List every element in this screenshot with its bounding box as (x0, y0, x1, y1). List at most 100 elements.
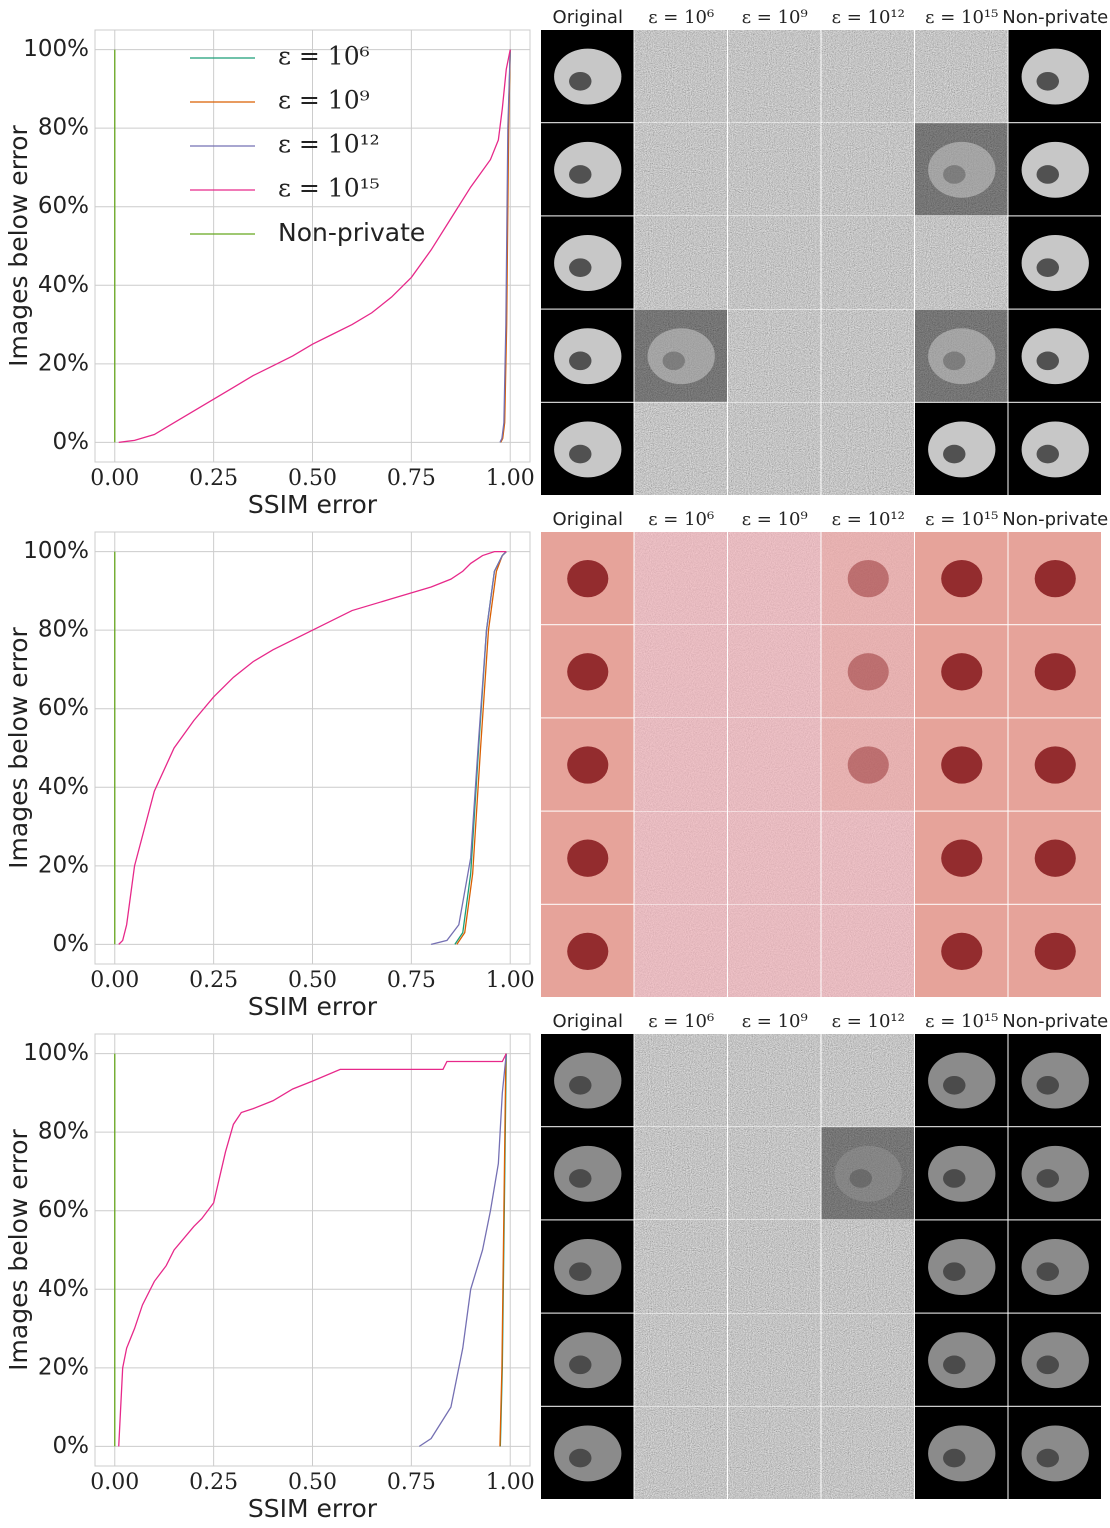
image-cell (1009, 718, 1102, 810)
image-cell (822, 30, 915, 122)
image-cell (635, 123, 728, 215)
noise-image (635, 905, 728, 997)
image-detail (943, 352, 965, 371)
column-header: Original (553, 1011, 623, 1032)
image-cell (541, 812, 634, 904)
image-cell (541, 216, 634, 308)
image-detail (569, 352, 591, 371)
column-header: ε = 10⁶ (648, 1011, 714, 1032)
column-header: ε = 10¹⁵ (925, 1011, 998, 1032)
image-cell (915, 532, 1008, 624)
image-cell (541, 905, 634, 997)
column-header: ε = 10⁹ (742, 1011, 808, 1032)
image-cell (541, 1034, 634, 1126)
image-detail (569, 1169, 591, 1188)
image-detail (1037, 1356, 1059, 1375)
image-blob (567, 933, 608, 970)
noise-image (728, 1407, 821, 1499)
image-cell (635, 532, 728, 624)
image-cell (635, 403, 728, 495)
image-blob (1035, 840, 1076, 877)
image-cell (635, 905, 728, 997)
column-header: ε = 10⁹ (742, 7, 808, 28)
image-cell (728, 30, 821, 122)
column-header: ε = 10¹⁵ (925, 509, 998, 530)
y-tick-label: 40% (38, 272, 89, 298)
image-cell (728, 310, 821, 402)
image-cell (822, 905, 915, 997)
image-cell (1009, 310, 1102, 402)
noise-image (728, 403, 821, 495)
image-cell (1009, 1314, 1102, 1406)
x-tick-label: 0.25 (189, 466, 238, 491)
image-blob (1035, 560, 1076, 597)
image-detail (569, 1262, 591, 1281)
image-blob (567, 840, 608, 877)
image-cell (1009, 1220, 1102, 1312)
y-tick-label: 80% (38, 1119, 89, 1145)
noise-image (822, 1314, 915, 1406)
image-detail (943, 1262, 965, 1281)
noise-image (728, 532, 821, 624)
cdf-line (419, 1054, 506, 1447)
image-cell (635, 1407, 728, 1499)
y-tick-label: 20% (38, 852, 89, 878)
y-tick-label: 40% (38, 1276, 89, 1302)
image-cell (728, 718, 821, 810)
image-cell (822, 1314, 915, 1406)
image-cell (728, 1314, 821, 1406)
column-header: ε = 10⁶ (648, 509, 714, 530)
image-cell (728, 1407, 821, 1499)
image-cell (635, 1314, 728, 1406)
image-blob (941, 746, 982, 783)
legend-label: Non-private (278, 218, 425, 247)
image-detail (943, 1076, 965, 1095)
x-tick-label: 0.00 (90, 466, 139, 491)
image-cell (728, 403, 821, 495)
y-axis-label: Images below error (4, 124, 33, 366)
noise-image (728, 1314, 821, 1406)
image-cell (1009, 30, 1102, 122)
y-tick-label: 60% (38, 1197, 89, 1223)
image-blob (1035, 933, 1076, 970)
image-detail (1037, 72, 1059, 91)
y-tick-label: 40% (38, 774, 89, 800)
x-axis-label: SSIM error (248, 992, 378, 1021)
image-cell (822, 1034, 915, 1126)
image-detail (569, 445, 591, 464)
x-tick-label: 0.25 (189, 968, 238, 993)
noise-image (635, 1220, 728, 1312)
image-blob (941, 560, 982, 597)
image-detail (943, 1356, 965, 1375)
image-detail (1037, 165, 1059, 184)
x-tick-label: 0.50 (288, 466, 337, 491)
image-detail (1037, 445, 1059, 464)
column-header: Original (553, 7, 623, 28)
image-cell (915, 30, 1008, 122)
noise-image (635, 718, 728, 810)
y-tick-label: 0% (53, 931, 90, 957)
image-cell (915, 1034, 1008, 1126)
image-cell (541, 625, 634, 717)
image-blob (1035, 746, 1076, 783)
noise-image (635, 1314, 728, 1406)
image-blob (848, 746, 889, 783)
image-cell (822, 1220, 915, 1312)
noise-image (822, 30, 915, 122)
image-cell (728, 625, 821, 717)
y-tick-label: 20% (38, 1354, 89, 1380)
image-cell (1009, 625, 1102, 717)
image-cell (1009, 905, 1102, 997)
image-cell (1009, 1127, 1102, 1219)
column-header: ε = 10¹² (832, 1011, 905, 1032)
x-axis-label: SSIM error (248, 1494, 378, 1523)
noise-image (728, 310, 821, 402)
image-cell (822, 123, 915, 215)
noise-image (728, 123, 821, 215)
image-cell (1009, 1034, 1102, 1126)
noise-image (728, 718, 821, 810)
x-tick-label: 0.00 (90, 1470, 139, 1495)
image-detail (943, 1169, 965, 1188)
y-tick-label: 60% (38, 193, 89, 219)
image-cell (915, 718, 1008, 810)
